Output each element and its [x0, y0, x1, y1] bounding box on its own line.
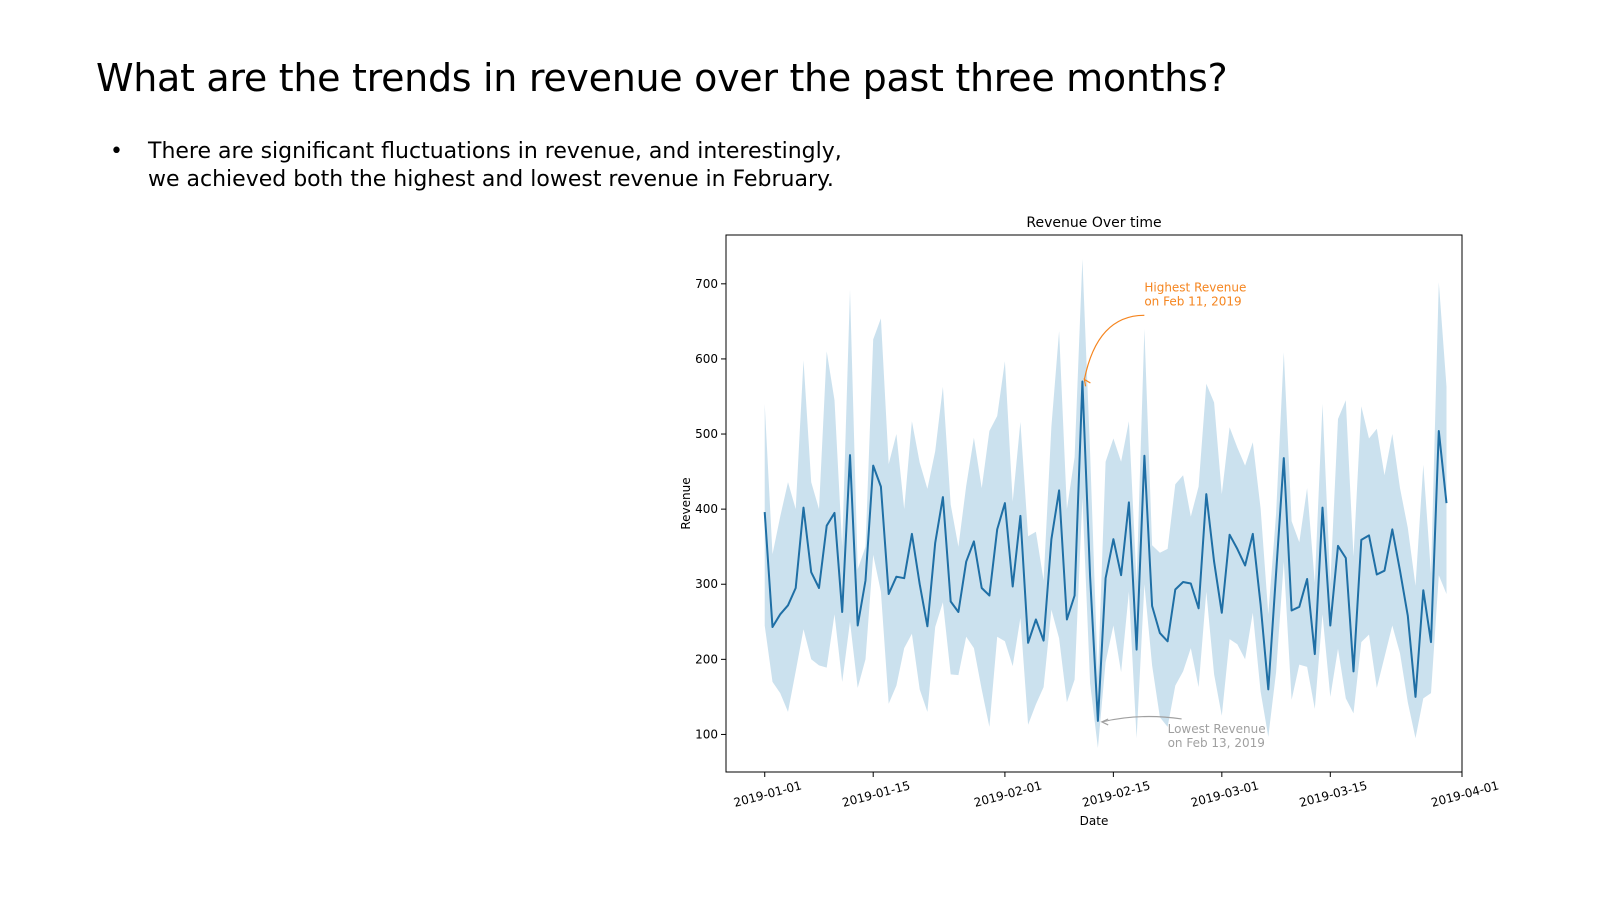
x-tick-label: 2019-03-01 [1189, 778, 1260, 810]
plot-frame [725, 234, 1463, 773]
annotation-arrow [1083, 314, 1145, 380]
y-tick-label: 200 [695, 652, 718, 666]
annotation-arrow [1101, 715, 1182, 723]
y-tick-label: 400 [695, 502, 718, 516]
confidence-band [764, 259, 1447, 748]
y-axis-label: Revenue [679, 477, 693, 529]
bullet-list: There are significant fluctuations in re… [110, 138, 870, 194]
y-tick-label: 500 [695, 427, 718, 441]
bullet-item: There are significant fluctuations in re… [110, 138, 870, 194]
x-tick-label: 2019-04-01 [1429, 778, 1500, 810]
y-tick-label: 600 [695, 352, 718, 366]
chart-title: Revenue Over time [1026, 215, 1161, 231]
confidence-band-group [764, 259, 1447, 748]
series-line-group [763, 380, 1448, 722]
annotation-arrowhead [1100, 718, 1109, 726]
annotation-text: on Feb 13, 2019 [1168, 736, 1265, 750]
x-tick-label: 2019-02-15 [1081, 778, 1152, 810]
x-tick-label: 2019-01-15 [841, 778, 912, 810]
revenue-line [763, 380, 1448, 722]
slide-title: What are the trends in revenue over the … [96, 56, 1228, 100]
annotation-arrowhead [1083, 378, 1091, 387]
y-tick-label: 100 [695, 727, 718, 741]
x-tick-label: 2019-02-01 [972, 778, 1043, 810]
y-tick-label: 700 [695, 277, 718, 291]
x-tick-label: 2019-01-01 [732, 778, 803, 810]
y-tick-label: 300 [695, 577, 718, 591]
x-axis-label: Date [1080, 814, 1109, 828]
annotation-text: Highest Revenue [1144, 280, 1246, 294]
annotation-text: on Feb 11, 2019 [1144, 294, 1241, 308]
annotation-text: Lowest Revenue [1168, 722, 1266, 736]
x-tick-label: 2019-03-15 [1298, 778, 1369, 810]
